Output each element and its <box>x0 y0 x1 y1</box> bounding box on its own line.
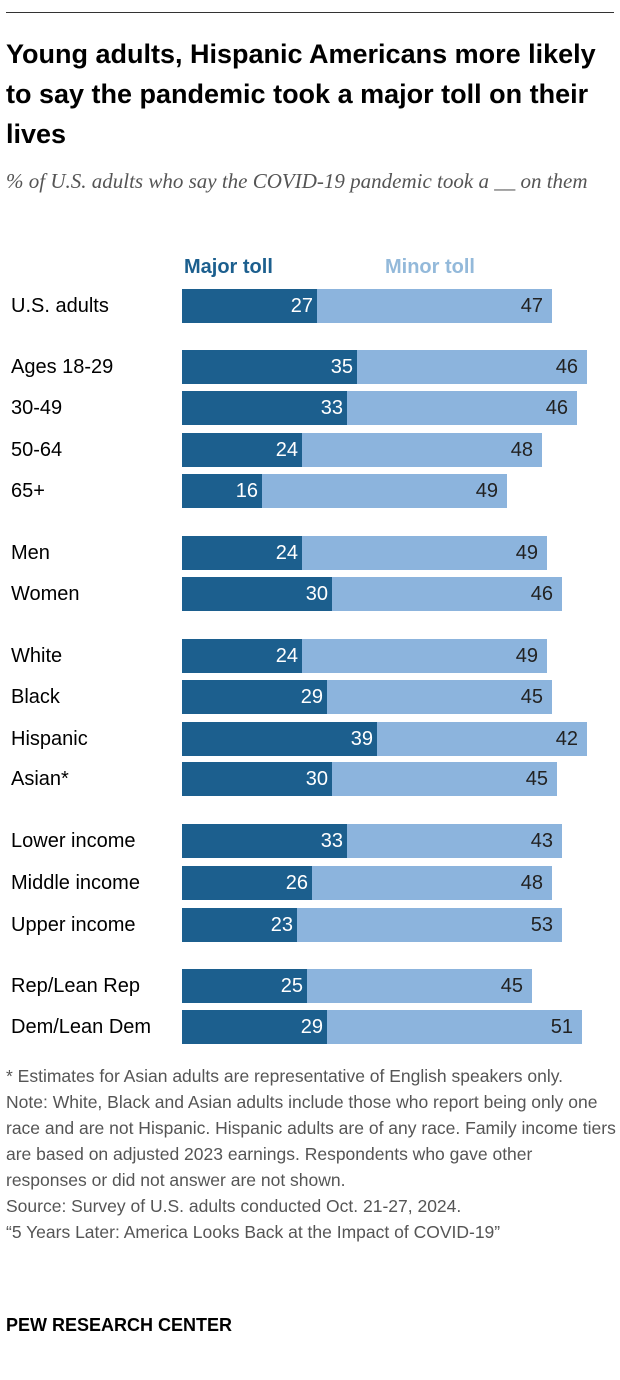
category-label-men: Men <box>11 542 50 564</box>
bar-major-asian <box>182 762 332 796</box>
footnote-asian: * Estimates for Asian adults are represe… <box>6 1066 564 1086</box>
chart-title: Young adults, Hispanic Americans more li… <box>6 39 596 149</box>
value-label-minor-black: 45 <box>520 686 543 708</box>
value-label-major-rep-lean-rep: 25 <box>280 975 303 997</box>
value-label-major-men: 24 <box>275 542 298 564</box>
category-label-u-s-adults: U.S. adults <box>11 295 109 317</box>
category-label-65: 65+ <box>11 480 45 502</box>
bar-minor-50-64 <box>302 433 542 467</box>
bar-major-middle-income <box>182 866 312 900</box>
value-label-major-hispanic: 39 <box>350 728 373 750</box>
category-label-white: White <box>11 645 63 667</box>
value-label-major-ages-18-29: 35 <box>330 356 353 378</box>
category-label-dem-lean-dem: Dem/Lean Dem <box>11 1016 152 1038</box>
value-label-minor-50-64: 48 <box>510 439 533 461</box>
value-label-major-dem-lean-dem: 29 <box>300 1016 323 1038</box>
value-label-major-30-49: 33 <box>320 397 343 419</box>
bar-major-men <box>182 536 302 570</box>
value-label-minor-dem-lean-dem: 51 <box>550 1016 573 1038</box>
value-label-minor-lower-income: 43 <box>530 830 553 852</box>
bar-minor-u-s-adults <box>317 289 552 323</box>
brand-logo-text: PEW RESEARCH CENTER <box>6 1315 233 1335</box>
bar-minor-middle-income <box>312 866 552 900</box>
legend-major-toll: Major toll <box>184 256 273 278</box>
value-label-minor-65: 49 <box>475 480 498 502</box>
value-label-minor-white: 49 <box>515 645 538 667</box>
bar-minor-women <box>332 577 562 611</box>
value-label-minor-middle-income: 48 <box>520 872 543 894</box>
bar-minor-upper-income <box>297 908 562 942</box>
value-label-minor-women: 46 <box>530 583 553 605</box>
bar-minor-dem-lean-dem <box>327 1010 582 1044</box>
category-label-black: Black <box>11 686 60 708</box>
bar-minor-men <box>302 536 547 570</box>
value-label-major-upper-income: 23 <box>270 914 293 936</box>
value-label-minor-asian: 45 <box>525 768 548 790</box>
bar-major-rep-lean-rep <box>182 969 307 1003</box>
bar-major-lower-income <box>182 824 347 858</box>
top-rule <box>6 12 614 13</box>
value-label-minor-30-49: 46 <box>545 397 568 419</box>
category-label-asian: Asian* <box>11 768 69 790</box>
legend-minor-toll: Minor toll <box>385 256 475 278</box>
footnote-report: “5 Years Later: America Looks Back at th… <box>6 1222 501 1242</box>
bar-major-50-64 <box>182 433 302 467</box>
category-label-30-49: 30-49 <box>11 397 63 419</box>
category-label-lower-income: Lower income <box>11 830 136 852</box>
value-label-major-white: 24 <box>275 645 298 667</box>
category-label-ages-18-29: Ages 18-29 <box>11 356 114 378</box>
value-label-major-women: 30 <box>305 583 328 605</box>
value-label-major-black: 29 <box>300 686 323 708</box>
bar-major-30-49 <box>182 391 347 425</box>
bar-major-upper-income <box>182 908 297 942</box>
bar-minor-30-49 <box>347 391 577 425</box>
value-label-minor-ages-18-29: 46 <box>555 356 578 378</box>
bar-minor-rep-lean-rep <box>307 969 532 1003</box>
bar-minor-asian <box>332 762 557 796</box>
category-label-rep-lean-rep: Rep/Lean Rep <box>11 975 140 997</box>
footnote-source: Source: Survey of U.S. adults conducted … <box>6 1196 462 1216</box>
value-label-minor-rep-lean-rep: 45 <box>500 975 523 997</box>
value-label-major-middle-income: 26 <box>285 872 308 894</box>
footnotes: * Estimates for Asian adults are represe… <box>6 1063 616 1245</box>
value-label-major-lower-income: 33 <box>320 830 343 852</box>
bar-minor-white <box>302 639 547 673</box>
bar-minor-ages-18-29 <box>357 350 587 384</box>
bar-major-u-s-adults <box>182 289 317 323</box>
category-label-women: Women <box>11 583 80 605</box>
value-label-major-asian: 30 <box>305 768 328 790</box>
bar-major-black <box>182 680 327 714</box>
bar-major-dem-lean-dem <box>182 1010 327 1044</box>
value-label-minor-hispanic: 42 <box>555 728 578 750</box>
bar-minor-65 <box>262 474 507 508</box>
bar-major-ages-18-29 <box>182 350 357 384</box>
bar-minor-black <box>327 680 552 714</box>
category-label-50-64: 50-64 <box>11 439 63 461</box>
bar-minor-lower-income <box>347 824 562 858</box>
chart-subtitle: % of U.S. adults who say the COVID-19 pa… <box>6 169 588 193</box>
category-label-upper-income: Upper income <box>11 914 136 936</box>
value-label-minor-men: 49 <box>515 542 538 564</box>
value-label-major-50-64: 24 <box>275 439 298 461</box>
category-label-hispanic: Hispanic <box>11 728 88 750</box>
bar-major-white <box>182 639 302 673</box>
bar-minor-hispanic <box>377 722 587 756</box>
value-label-minor-u-s-adults: 47 <box>520 295 543 317</box>
footnote-note: Note: White, Black and Asian adults incl… <box>6 1092 616 1190</box>
bar-major-65 <box>182 474 262 508</box>
value-label-minor-upper-income: 53 <box>530 914 553 936</box>
bar-major-hispanic <box>182 722 377 756</box>
value-label-major-65: 16 <box>235 480 258 502</box>
category-label-middle-income: Middle income <box>11 872 140 894</box>
value-label-major-u-s-adults: 27 <box>290 295 313 317</box>
bar-major-women <box>182 577 332 611</box>
